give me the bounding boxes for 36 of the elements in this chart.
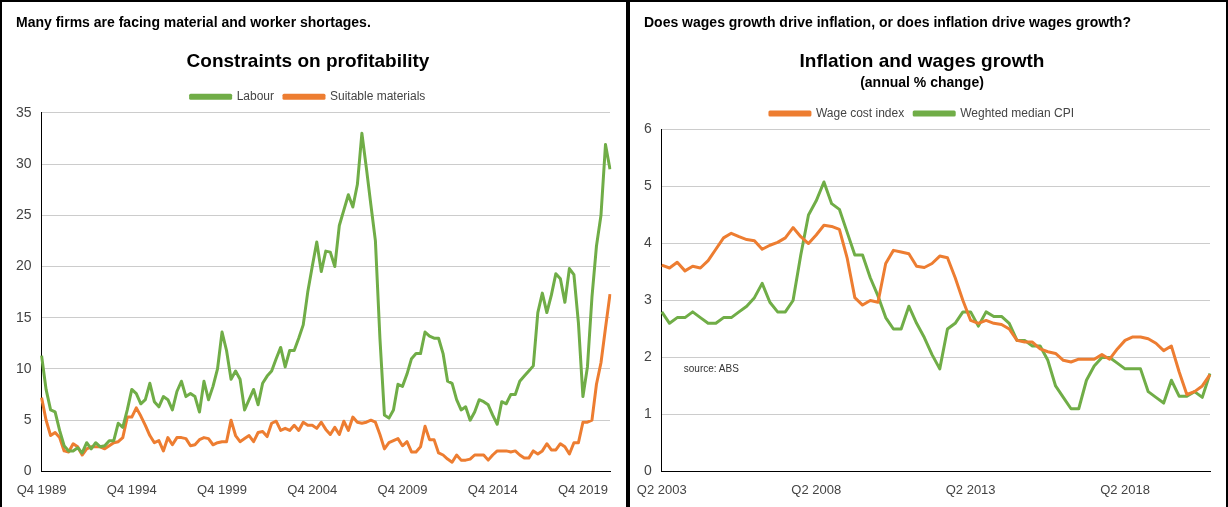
x-tick-label: Q4 1999 [197,481,247,497]
x-tick-label: Q4 1994 [106,481,157,497]
x-tick-label: Q2 2013 [945,481,996,497]
y-tick-label: 10 [15,359,32,376]
text: Does wages growth drive inflation, or does inflation drive wages growth? [643,13,1132,32]
legend-label: Suitable materials [329,89,426,104]
annotation: source: ABS [683,362,740,374]
x-tick-label: Q4 2009 [377,481,428,497]
x-tick-label: Q4 2019 [557,481,608,497]
chart-title: Constraints on profitability [186,49,430,71]
x-tick-label: Q2 2008 [791,481,842,497]
y-tick-label: 6 [643,120,652,137]
x-tick-label: Q4 2014 [467,481,518,497]
x-tick-label: Q2 2018 [1100,481,1150,497]
y-tick-label: 35 [15,103,32,120]
legend-label: Wage cost index [815,105,905,120]
y-tick-label: 15 [15,308,32,325]
chart-subtitle: (annual % change) [860,74,984,91]
x-tick-label: Q4 2004 [287,481,338,497]
chart-title: Inflation and wages growth [799,49,1045,71]
legend-label: Weghted median CPI [960,105,1075,120]
x-tick-label: Q4 1989 [16,481,67,497]
x-tick-label: Q2 2003 [636,481,687,497]
y-tick-label: 0 [23,462,32,479]
y-tick-label: 2 [643,348,652,365]
y-tick-label: 0 [643,462,652,479]
text: Many firms are facing material and worker shortages. [15,13,372,32]
y-tick-label: 4 [643,234,652,251]
y-tick-label: 5 [23,411,32,428]
y-tick-label: 3 [643,291,652,308]
legend-label: Labour [236,89,274,104]
y-tick-label: 1 [643,405,652,422]
y-tick-label: 5 [643,177,652,194]
y-tick-label: 30 [15,154,32,171]
y-tick-label: 20 [15,257,32,274]
y-tick-label: 25 [15,206,32,223]
